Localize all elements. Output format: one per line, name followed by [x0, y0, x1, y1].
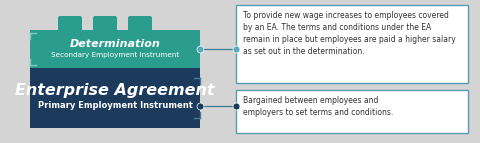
- Text: Determination: Determination: [70, 39, 160, 49]
- FancyBboxPatch shape: [128, 16, 152, 34]
- Text: Enterprise Agreement: Enterprise Agreement: [15, 83, 215, 98]
- Text: Secondary Employment Instrument: Secondary Employment Instrument: [51, 52, 179, 58]
- FancyBboxPatch shape: [58, 16, 82, 34]
- FancyBboxPatch shape: [236, 90, 468, 133]
- Text: To provide new wage increases to employees covered
by an EA. The terms and condi: To provide new wage increases to employe…: [243, 11, 456, 56]
- FancyBboxPatch shape: [93, 16, 117, 34]
- Text: Bargained between employees and
employers to set terms and conditions.: Bargained between employees and employer…: [243, 96, 393, 117]
- FancyBboxPatch shape: [236, 5, 468, 83]
- Text: Primary Employment Instrument: Primary Employment Instrument: [37, 102, 192, 111]
- FancyBboxPatch shape: [30, 30, 200, 68]
- FancyBboxPatch shape: [30, 68, 200, 128]
